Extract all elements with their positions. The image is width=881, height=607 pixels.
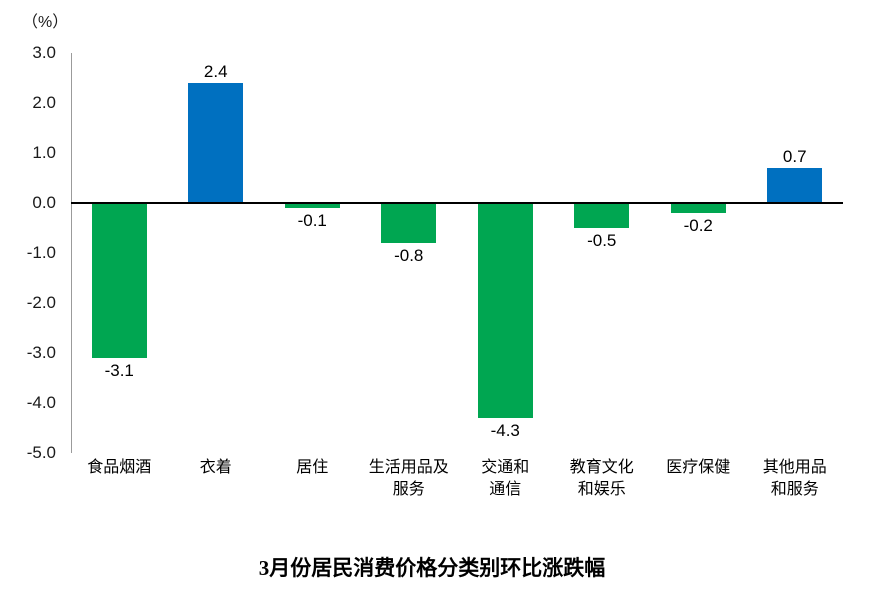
bar-value-label: -4.3	[490, 421, 520, 440]
category-label: 教育文化 和娱乐	[569, 459, 634, 498]
category-label: 衣着	[199, 459, 232, 476]
bar-8	[767, 168, 823, 203]
y-tick-label: -5.0	[26, 443, 56, 462]
chart-title: 3月份居民消费价格分类别环比涨跌幅	[258, 556, 606, 580]
category-label: 医疗保健	[666, 459, 731, 476]
bar-1	[91, 203, 147, 358]
bar-value-label: -0.8	[394, 246, 424, 265]
category-label: 居住	[296, 459, 329, 476]
bar-value-label: -0.5	[587, 231, 617, 250]
y-tick-label: -3.0	[26, 343, 56, 362]
bar-value-label: 2.4	[203, 62, 228, 81]
bar-3	[284, 203, 340, 208]
y-tick-label: -1.0	[26, 243, 56, 262]
y-tick-label: 1.0	[32, 143, 56, 162]
y-tick-label: -2.0	[26, 293, 56, 312]
bar-2	[188, 83, 244, 203]
bar-7	[670, 203, 726, 213]
category-label: 生活用品及 服务	[368, 459, 449, 498]
bar-5	[477, 203, 533, 418]
category-label: 交通和 通信	[481, 459, 530, 498]
y-tick-label: 2.0	[32, 93, 56, 112]
y-tick-label: -4.0	[26, 393, 56, 412]
y-axis-line	[71, 53, 72, 453]
bar-value-label: -0.2	[683, 216, 713, 235]
bar-value-label: -3.1	[104, 361, 134, 380]
bar-6	[574, 203, 630, 228]
x-axis-zero-line	[71, 202, 843, 204]
bar-value-label: -0.1	[297, 211, 327, 230]
y-tick-label: 0.0	[32, 193, 56, 212]
category-label: 其他用品 和服务	[762, 459, 827, 498]
category-label: 食品烟酒	[87, 459, 152, 476]
y-tick-label: 3.0	[32, 43, 56, 62]
bar-value-label: 0.7	[782, 147, 807, 166]
y-axis-unit-label: （%）	[22, 14, 69, 31]
bar-4	[381, 203, 437, 243]
